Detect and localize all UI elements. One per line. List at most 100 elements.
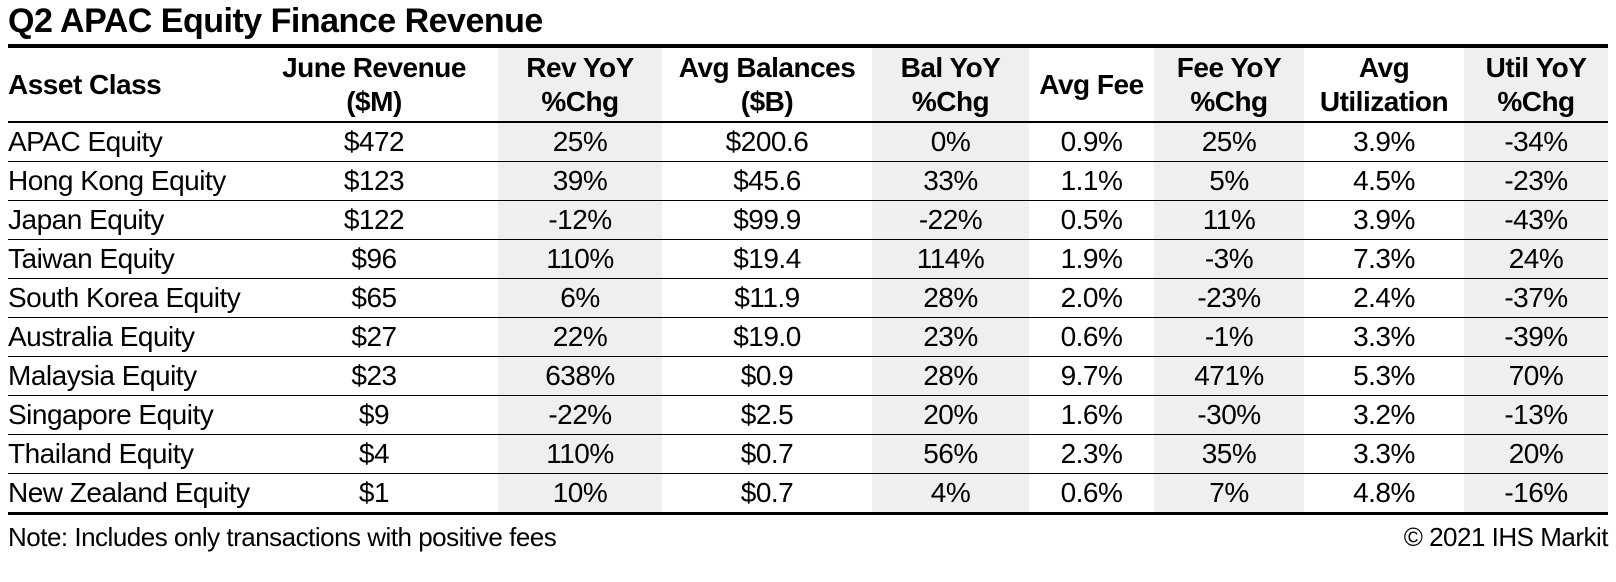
cell-fee-yoy: -30% [1154,395,1304,435]
table-body: APAC Equity $472 25% $200.6 0% 0.9% 25% 3.9% -34… [8,122,1608,515]
cell-util-yoy: -34% [1464,122,1608,162]
cell-util-yoy: -37% [1464,278,1608,318]
cell-june-revenue: $65 [250,278,498,318]
cell-rev-yoy: 638% [498,356,662,396]
cell-fee-yoy: 5% [1154,161,1304,201]
cell-asset-class: Australia Equity [8,317,250,357]
column-header-avg-fee: Avg Fee [1029,48,1154,123]
cell-bal-yoy: 56% [872,434,1029,474]
cell-avg-fee: 1.9% [1029,239,1154,279]
footnote: Note: Includes only transactions with po… [8,522,557,552]
cell-avg-utilization: 3.3% [1304,317,1464,357]
cell-avg-utilization: 3.9% [1304,200,1464,240]
cell-avg-fee: 2.0% [1029,278,1154,318]
table-row: Thailand Equity $4 110% $0.7 56% 2.3% 35% 3.3% 2… [8,434,1608,474]
cell-bal-yoy: 20% [872,395,1029,435]
column-header-util-yoy: Util YoY %Chg [1464,48,1608,123]
cell-asset-class: APAC Equity [8,122,250,162]
cell-bal-yoy: 23% [872,317,1029,357]
cell-rev-yoy: -12% [498,200,662,240]
cell-rev-yoy: 10% [498,473,662,515]
cell-util-yoy: -23% [1464,161,1608,201]
cell-rev-yoy: -22% [498,395,662,435]
cell-fee-yoy: 35% [1154,434,1304,474]
table-header: Asset Class June Revenue ($M) Rev YoY %Chg Av… [8,48,1608,123]
cell-avg-utilization: 3.9% [1304,122,1464,162]
cell-asset-class: Malaysia Equity [8,356,250,396]
cell-avg-balances: $99.9 [662,200,872,240]
cell-rev-yoy: 110% [498,239,662,279]
cell-asset-class: Singapore Equity [8,395,250,435]
cell-bal-yoy: 4% [872,473,1029,515]
cell-june-revenue: $123 [250,161,498,201]
column-header-asset-class: Asset Class [8,48,250,123]
cell-avg-balances: $0.7 [662,473,872,515]
cell-fee-yoy: 11% [1154,200,1304,240]
cell-avg-fee: 2.3% [1029,434,1154,474]
cell-util-yoy: -39% [1464,317,1608,357]
cell-avg-fee: 1.6% [1029,395,1154,435]
cell-bal-yoy: -22% [872,200,1029,240]
cell-avg-fee: 0.5% [1029,200,1154,240]
cell-bal-yoy: 0% [872,122,1029,162]
cell-avg-balances: $200.6 [662,122,872,162]
equity-finance-table: Asset Class June Revenue ($M) Rev YoY %Chg Av… [8,48,1608,515]
cell-fee-yoy: 471% [1154,356,1304,396]
cell-asset-class: South Korea Equity [8,278,250,318]
cell-june-revenue: $23 [250,356,498,396]
cell-bal-yoy: 114% [872,239,1029,279]
table-row: South Korea Equity $65 6% $11.9 28% 2.0% -23% 2… [8,278,1608,318]
cell-fee-yoy: -3% [1154,239,1304,279]
cell-avg-utilization: 3.3% [1304,434,1464,474]
cell-util-yoy: 24% [1464,239,1608,279]
cell-june-revenue: $27 [250,317,498,357]
cell-asset-class: Japan Equity [8,200,250,240]
cell-avg-utilization: 5.3% [1304,356,1464,396]
cell-avg-utilization: 3.2% [1304,395,1464,435]
table-row: Japan Equity $122 -12% $99.9 -22% 0.5% 11% 3.9%… [8,200,1608,240]
table-row: New Zealand Equity $1 10% $0.7 4% 0.6% 7% 4.8% -… [8,473,1608,515]
cell-asset-class: Hong Kong Equity [8,161,250,201]
cell-avg-utilization: 4.8% [1304,473,1464,515]
table-row: Singapore Equity $9 -22% $2.5 20% 1.6% -30% 3.2… [8,395,1608,435]
cell-june-revenue: $9 [250,395,498,435]
cell-asset-class: Thailand Equity [8,434,250,474]
cell-june-revenue: $122 [250,200,498,240]
table-row: APAC Equity $472 25% $200.6 0% 0.9% 25% 3.9% -34… [8,122,1608,162]
cell-fee-yoy: -23% [1154,278,1304,318]
cell-util-yoy: 20% [1464,434,1608,474]
column-header-avg-utilization: Avg Utilization [1304,48,1464,123]
column-header-june-revenue: June Revenue ($M) [250,48,498,123]
column-header-fee-yoy: Fee YoY %Chg [1154,48,1304,123]
cell-asset-class: Taiwan Equity [8,239,250,279]
cell-avg-utilization: 2.4% [1304,278,1464,318]
column-header-rev-yoy: Rev YoY %Chg [498,48,662,123]
cell-fee-yoy: 25% [1154,122,1304,162]
table-header-row: Asset Class June Revenue ($M) Rev YoY %Chg Av… [8,48,1608,123]
cell-avg-fee: 1.1% [1029,161,1154,201]
cell-rev-yoy: 25% [498,122,662,162]
cell-avg-balances: $45.6 [662,161,872,201]
table-row: Taiwan Equity $96 110% $19.4 114% 1.9% -3% 7.3%… [8,239,1608,279]
page-title: Q2 APAC Equity Finance Revenue [8,0,1608,48]
cell-avg-balances: $11.9 [662,278,872,318]
cell-util-yoy: -13% [1464,395,1608,435]
cell-bal-yoy: 28% [872,278,1029,318]
cell-fee-yoy: -1% [1154,317,1304,357]
cell-june-revenue: $1 [250,473,498,515]
cell-avg-fee: 0.6% [1029,317,1154,357]
cell-avg-utilization: 4.5% [1304,161,1464,201]
cell-avg-balances: $19.4 [662,239,872,279]
cell-rev-yoy: 39% [498,161,662,201]
cell-june-revenue: $472 [250,122,498,162]
table-row: Malaysia Equity $23 638% $0.9 28% 9.7% 471% 5.3… [8,356,1608,396]
table-row: Australia Equity $27 22% $19.0 23% 0.6% -1% 3.3… [8,317,1608,357]
cell-avg-balances: $2.5 [662,395,872,435]
cell-asset-class: New Zealand Equity [8,473,250,515]
column-header-avg-balances: Avg Balances ($B) [662,48,872,123]
cell-util-yoy: -43% [1464,200,1608,240]
column-header-bal-yoy: Bal YoY %Chg [872,48,1029,123]
cell-avg-balances: $0.9 [662,356,872,396]
cell-fee-yoy: 7% [1154,473,1304,515]
